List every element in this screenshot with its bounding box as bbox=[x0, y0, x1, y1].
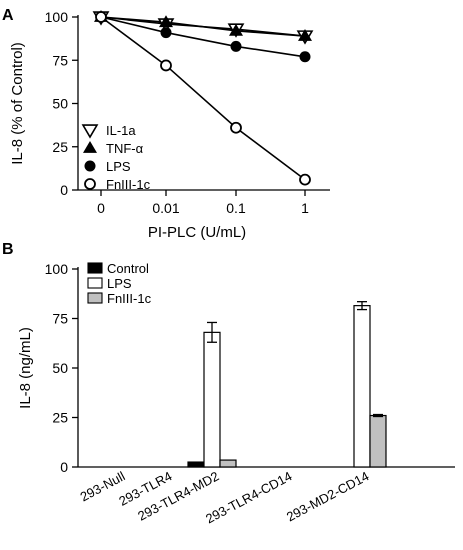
series-line bbox=[100, 16, 306, 37]
category-label: 293-MD2-CD14 bbox=[284, 468, 371, 524]
data-point bbox=[229, 23, 243, 36]
y-tick-label: 25 bbox=[52, 410, 68, 426]
x-tick-label: 0.01 bbox=[152, 200, 179, 216]
legend-swatch bbox=[87, 262, 103, 274]
bar bbox=[203, 331, 221, 468]
legend-label: TNF-α bbox=[106, 141, 144, 156]
y-tick-label: 50 bbox=[52, 360, 68, 376]
data-point bbox=[299, 173, 311, 186]
y-tick-label: 75 bbox=[52, 311, 68, 327]
legend-swatch bbox=[87, 277, 103, 289]
legend-label: LPS bbox=[107, 276, 132, 291]
y-tick-label: 100 bbox=[45, 261, 69, 277]
x-tick-label: 0 bbox=[97, 200, 105, 216]
legend-swatch bbox=[87, 292, 103, 304]
legend-marker bbox=[84, 178, 96, 190]
y-tick-label: 50 bbox=[52, 96, 68, 112]
data-point bbox=[95, 11, 107, 23]
legend-label: FnIII-1c bbox=[106, 177, 151, 192]
series-line bbox=[100, 16, 306, 58]
legend-marker bbox=[83, 141, 97, 153]
data-point bbox=[298, 29, 312, 41]
y-tick-label: 100 bbox=[45, 9, 69, 25]
legend-label: LPS bbox=[106, 159, 131, 174]
y-axis-title: IL-8 (ng/mL) bbox=[17, 327, 34, 409]
panel-a: A 0 25 50 75 100 0 0.01 0.1 1 PI-PLC (U/mL) IL-8 (%… bbox=[2, 7, 330, 241]
y-axis-title: IL-8 (% of Control) bbox=[9, 42, 26, 165]
data-point bbox=[159, 15, 173, 28]
y-tick-label: 0 bbox=[60, 182, 68, 198]
legend-label: FnIII-1c bbox=[107, 291, 152, 306]
data-point bbox=[230, 121, 242, 134]
legend-label: IL-1a bbox=[106, 123, 136, 138]
x-tick-label: 1 bbox=[301, 200, 309, 216]
series-line bbox=[100, 16, 306, 181]
data-point bbox=[160, 27, 172, 39]
data-point bbox=[299, 51, 311, 63]
y-tick-label: 75 bbox=[52, 52, 68, 68]
x-axis-title: PI-PLC (U/mL) bbox=[148, 224, 246, 241]
bar bbox=[369, 414, 387, 468]
legend-marker bbox=[81, 124, 99, 139]
y-tick-label: 25 bbox=[52, 139, 68, 155]
data-point bbox=[160, 59, 172, 72]
bar bbox=[219, 459, 237, 468]
bar bbox=[187, 461, 205, 468]
panel-label-a: A bbox=[2, 7, 14, 24]
legend-marker bbox=[84, 160, 96, 172]
legend-label: Control bbox=[107, 261, 149, 276]
panel-label-b: B bbox=[2, 241, 14, 258]
y-tick-label: 0 bbox=[60, 459, 68, 475]
x-tick-label: 0.1 bbox=[226, 200, 246, 216]
data-point bbox=[230, 40, 242, 52]
bar bbox=[353, 305, 371, 468]
